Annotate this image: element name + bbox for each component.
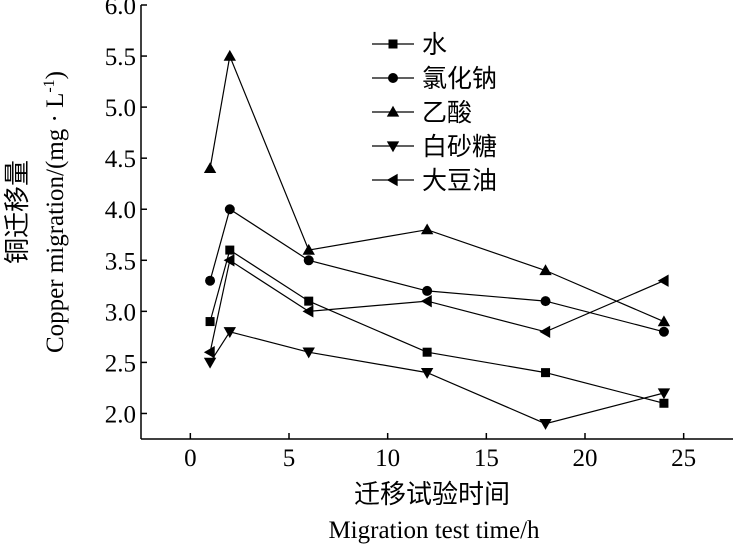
data-point: [540, 296, 551, 307]
series-1: [205, 245, 669, 408]
data-point: [302, 305, 314, 318]
data-point: [541, 368, 551, 378]
axes: [140, 5, 733, 440]
y-tick-label: 4.0: [105, 197, 136, 224]
legend-label: 乙酸: [422, 98, 472, 127]
y-tick-label: 3.5: [105, 248, 136, 275]
x-tick-label: 10: [375, 445, 400, 472]
legend-item: 水: [372, 30, 447, 59]
series-3: [203, 49, 671, 327]
data-point: [539, 325, 551, 338]
x-tick-label: 5: [283, 445, 296, 472]
y-tick-label: 3.0: [105, 299, 136, 326]
series-lines: [203, 49, 671, 430]
x-tick-label: 0: [184, 445, 197, 472]
data-point: [539, 419, 552, 430]
y-tick-label: 5.5: [105, 44, 136, 71]
x-tick-label: 20: [573, 445, 598, 472]
legend-marker: [388, 39, 398, 49]
legend-marker: [386, 173, 398, 187]
series-line: [209, 331, 665, 425]
y-axis-label-cn: 铜迁移量: [3, 160, 33, 264]
y-axis-label-en-main: Copper migration/(mg · L: [42, 93, 69, 353]
data-point: [203, 162, 217, 174]
legend-item: 白砂糖: [372, 132, 497, 161]
legend-label: 白砂糖: [422, 132, 497, 161]
legend-marker: [386, 141, 400, 153]
data-point: [658, 326, 669, 337]
series-line: [209, 53, 665, 323]
y-axis-label-en: Copper migration/(mg · L-1): [41, 71, 69, 353]
data-point: [422, 285, 433, 296]
series-4: [203, 327, 671, 430]
series-5: [203, 254, 669, 359]
legend-marker: [386, 105, 400, 117]
data-point: [422, 347, 432, 357]
data-point: [657, 274, 669, 287]
data-point: [420, 367, 434, 379]
data-point: [225, 245, 235, 255]
data-point: [302, 243, 315, 255]
y-axis-label-en-sup: -1: [41, 79, 58, 92]
data-point: [203, 357, 217, 369]
ticks: 0 5 10 15 20 25 2.0 2.5 3.0 3.5 4.0 4.5 5.0 5.5 6.0: [105, 0, 696, 472]
series-line: [209, 249, 665, 404]
data-point: [302, 347, 315, 359]
legend-item: 氯化钠: [372, 64, 497, 93]
data-point: [657, 315, 671, 327]
series-line: [209, 208, 665, 333]
data-point: [539, 264, 552, 276]
legend-label: 水: [422, 30, 447, 59]
y-tick-label: 6.0: [105, 0, 136, 20]
x-axis-label-cn: 迁移试验时间: [354, 480, 510, 510]
data-point: [657, 388, 671, 400]
data-point: [659, 398, 669, 408]
data-point: [303, 255, 314, 266]
data-point: [224, 204, 235, 215]
legend-label: 大豆油: [422, 166, 497, 195]
y-axis-label-en-close: ): [42, 71, 69, 79]
y-tick-label: 4.5: [105, 146, 136, 173]
y-tick-label: 5.0: [105, 95, 136, 122]
data-point: [304, 296, 314, 306]
x-tick-label: 25: [671, 445, 696, 472]
data-point: [223, 254, 235, 267]
legend-marker: [388, 73, 398, 83]
y-tick-label: 2.5: [105, 350, 136, 377]
legend-item: 乙酸: [372, 98, 472, 127]
data-point: [420, 294, 432, 308]
data-point: [205, 275, 216, 286]
data-point: [203, 346, 215, 359]
legend-label: 氯化钠: [422, 64, 497, 93]
data-point: [223, 327, 236, 338]
series-line: [209, 259, 665, 353]
x-tick-label: 15: [474, 445, 499, 472]
data-point: [205, 317, 215, 327]
data-point: [420, 223, 434, 235]
series-2: [205, 204, 669, 337]
legend-item: 大豆油: [372, 166, 497, 195]
y-tick-label: 2.0: [105, 401, 136, 428]
x-axis-label-en: Migration test time/h: [328, 517, 540, 544]
data-point: [223, 49, 236, 61]
